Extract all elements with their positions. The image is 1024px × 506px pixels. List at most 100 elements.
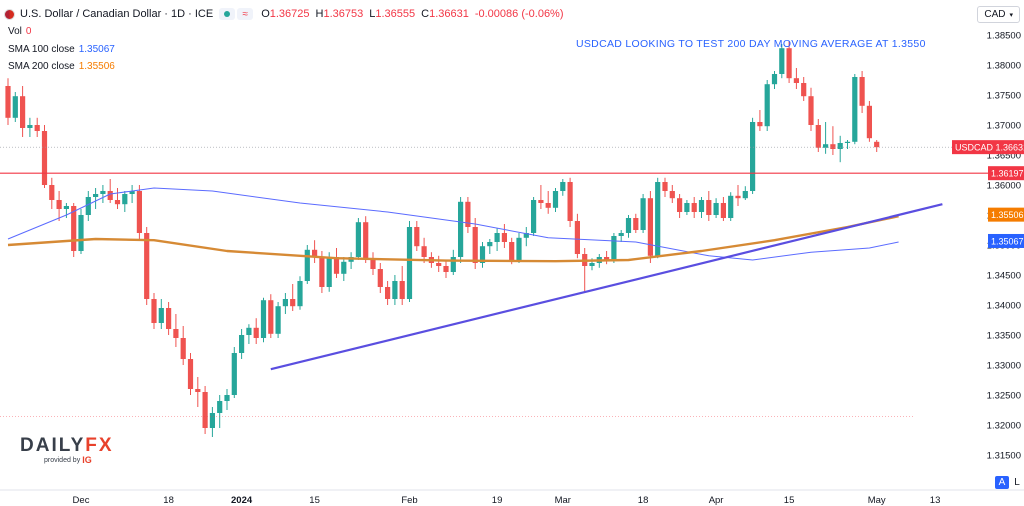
candle-body xyxy=(5,86,11,118)
candle-body xyxy=(93,194,99,197)
price-label-text: 1.35067 xyxy=(991,236,1024,246)
price-label-text: 1.35506 xyxy=(991,210,1024,220)
candle-body xyxy=(538,200,544,203)
candle-body xyxy=(574,221,580,254)
candles-group xyxy=(5,41,880,437)
candle-body xyxy=(78,215,84,251)
candle-body xyxy=(34,125,40,131)
candle-body xyxy=(494,233,500,242)
candle-body xyxy=(136,191,142,233)
x-tick-label: Apr xyxy=(709,495,724,506)
candle-body xyxy=(472,227,478,263)
candle-body xyxy=(385,287,391,299)
candle-body xyxy=(823,144,829,148)
candle-body xyxy=(611,236,617,260)
candle-body xyxy=(187,359,194,389)
candle-body xyxy=(180,338,186,359)
candle-body xyxy=(479,246,486,263)
sma200-legend[interactable]: SMA 200 close 1.35506 xyxy=(8,61,115,72)
chevron-down-icon: ▾ xyxy=(1009,11,1013,19)
candle-body xyxy=(720,203,726,218)
x-axis[interactable]: Dec 18 2024 15 Feb 19 Mar 18 Apr 15 May 13 xyxy=(0,489,1024,506)
candle-body xyxy=(604,257,610,260)
auto-scale-button[interactable]: A xyxy=(995,476,1009,489)
candle-body xyxy=(195,389,201,392)
candle-body xyxy=(370,258,376,269)
y-tick-label: 1.34000 xyxy=(987,301,1021,312)
candle-body xyxy=(312,249,318,257)
x-tick-label: May xyxy=(868,495,886,506)
candle-body xyxy=(465,201,471,227)
y-tick-label: 1.37500 xyxy=(987,91,1021,102)
candle-body xyxy=(297,281,303,307)
candle-body xyxy=(523,233,529,238)
candle-body xyxy=(531,200,537,233)
candle-body xyxy=(501,233,507,242)
candle-body xyxy=(326,257,332,287)
candle-body xyxy=(217,401,223,413)
candle-body xyxy=(837,143,843,149)
candle-body xyxy=(151,299,157,323)
x-tick-label: Mar xyxy=(555,495,571,506)
sma100-line xyxy=(7,187,899,261)
candle-body xyxy=(49,185,55,200)
y-axis-background xyxy=(988,0,1024,506)
candle-body xyxy=(866,105,872,139)
candle-body xyxy=(516,237,522,260)
candle-body xyxy=(239,335,245,353)
y-axis[interactable]: 1.38500 1.38000 1.37500 1.37000 1.36500 1.360… xyxy=(952,0,1024,506)
candle-body xyxy=(231,353,237,395)
symbol-header: U.S. Dollar / Canadian Dollar · 1D · ICE… xyxy=(4,6,566,22)
market-status-icon[interactable] xyxy=(219,8,236,20)
candle-body xyxy=(669,191,675,199)
symbol-title[interactable]: U.S. Dollar / Canadian Dollar · 1D · ICE xyxy=(20,8,214,20)
x-tick-label: 19 xyxy=(492,495,503,506)
candle-body xyxy=(844,141,851,143)
candle-body xyxy=(209,413,215,428)
price-label-tag xyxy=(952,140,1024,155)
candle-body xyxy=(859,77,865,106)
candle-body xyxy=(355,222,361,257)
dailyfx-logo: DAILYFX provided by IG xyxy=(20,436,114,465)
candle-body xyxy=(85,197,91,215)
candle-body xyxy=(304,249,310,281)
y-tick-label: 1.36000 xyxy=(987,181,1021,192)
candle-body xyxy=(63,206,69,209)
candle-body xyxy=(100,191,106,194)
candle-body xyxy=(377,269,383,287)
ohlc-high: H1.36753 xyxy=(315,8,364,20)
candle-body xyxy=(852,77,858,142)
candle-body xyxy=(158,308,164,323)
price-label-text: USDCAD 1.36631 xyxy=(955,143,1024,153)
candle-body xyxy=(173,329,179,338)
candle-body xyxy=(779,48,785,74)
x-tick-label: 18 xyxy=(638,495,649,506)
candle-body xyxy=(129,191,135,194)
candle-body xyxy=(560,182,566,191)
candle-body xyxy=(706,200,712,215)
sma100-legend[interactable]: SMA 100 close 1.35067 xyxy=(8,44,115,55)
y-tick-label: 1.36500 xyxy=(987,151,1021,162)
candle-body xyxy=(757,122,763,127)
currency-select[interactable]: CAD ▾ xyxy=(977,6,1020,23)
y-tick-label: 1.33500 xyxy=(987,331,1021,342)
y-tick-label: 1.31500 xyxy=(987,451,1021,462)
us-ca-flag-icon xyxy=(4,8,15,20)
y-tick-label: 1.37000 xyxy=(987,121,1021,132)
candle-body xyxy=(363,222,369,259)
candle-body xyxy=(290,299,296,307)
volume-indicator[interactable]: Vol 0 xyxy=(8,26,32,37)
price-label-text: 1.36197 xyxy=(991,169,1024,179)
price-label-tag xyxy=(988,207,1024,222)
candle-body xyxy=(27,125,33,128)
candle-body xyxy=(677,198,683,212)
visibility-toggle-icon[interactable]: ≈ xyxy=(237,8,254,20)
candle-body xyxy=(618,233,624,236)
log-scale-button[interactable]: L xyxy=(1014,477,1020,488)
candle-body xyxy=(392,281,398,299)
x-tick-label: 15 xyxy=(309,495,320,506)
candle-body xyxy=(41,131,48,185)
ohlc-low: L1.36555 xyxy=(369,8,416,20)
overlays-group xyxy=(0,146,988,417)
